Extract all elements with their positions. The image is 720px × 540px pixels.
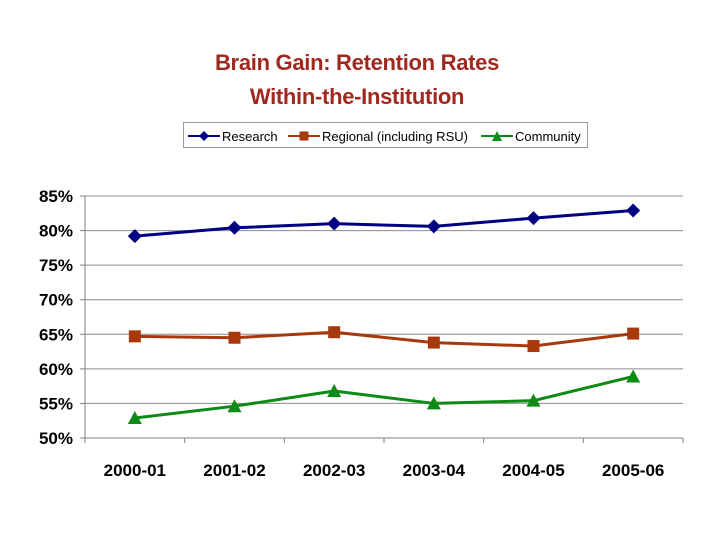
y-tick-label: 80% bbox=[39, 222, 73, 241]
legend-marker-triangle-icon bbox=[481, 131, 513, 141]
data-point-square bbox=[427, 336, 440, 349]
data-point-square bbox=[328, 326, 341, 339]
series-line-community bbox=[134, 375, 634, 420]
data-point-triangle bbox=[327, 383, 342, 397]
data-point-diamond bbox=[327, 216, 342, 231]
chart-title-line-2: Within-the-Institution bbox=[249, 84, 465, 109]
y-tick-label: 75% bbox=[39, 256, 73, 275]
data-point-diamond bbox=[426, 219, 441, 234]
legend-marker-square-icon bbox=[288, 131, 320, 141]
data-point-diamond bbox=[227, 220, 242, 235]
series-line-research bbox=[134, 209, 634, 238]
legend-label-community: Community bbox=[515, 128, 581, 144]
chart-legend: Research Regional (including RSU) Commun… bbox=[183, 122, 588, 148]
chart-title-line-1: Brain Gain: Retention Rates bbox=[214, 50, 500, 75]
series-line-regional bbox=[134, 330, 634, 348]
data-point-diamond bbox=[127, 229, 142, 244]
x-tick-label: 2001-02 bbox=[203, 461, 265, 480]
data-point-triangle bbox=[426, 396, 441, 410]
data-point-square bbox=[228, 331, 241, 344]
legend-item-community: Community bbox=[481, 127, 581, 145]
data-point-square bbox=[128, 330, 141, 343]
x-tick-label: 2000-01 bbox=[104, 461, 166, 480]
legend-label-research: Research bbox=[222, 128, 278, 144]
y-tick-label: 70% bbox=[39, 291, 73, 310]
y-tick-label: 85% bbox=[39, 187, 73, 206]
data-point-square bbox=[527, 340, 540, 353]
data-point-square bbox=[627, 327, 640, 340]
data-point-diamond bbox=[626, 203, 641, 218]
y-tick-label: 50% bbox=[39, 429, 73, 448]
data-point-triangle bbox=[227, 399, 242, 413]
y-tick-label: 60% bbox=[39, 360, 73, 379]
data-point-triangle bbox=[127, 410, 142, 424]
legend-item-regional: Regional (including RSU) bbox=[288, 127, 468, 145]
legend-label-regional: Regional (including RSU) bbox=[322, 128, 468, 144]
x-tick-label: 2004-05 bbox=[502, 461, 564, 480]
legend-item-research: Research bbox=[188, 127, 278, 145]
data-point-triangle bbox=[626, 369, 641, 383]
data-point-triangle bbox=[526, 393, 541, 407]
legend-marker-diamond-icon bbox=[188, 131, 220, 141]
y-tick-label: 65% bbox=[39, 325, 73, 344]
x-tick-label: 2005-06 bbox=[602, 461, 664, 480]
data-point-diamond bbox=[526, 211, 541, 226]
x-tick-label: 2002-03 bbox=[303, 461, 365, 480]
x-tick-label: 2003-04 bbox=[403, 461, 466, 480]
y-tick-label: 55% bbox=[39, 394, 73, 413]
